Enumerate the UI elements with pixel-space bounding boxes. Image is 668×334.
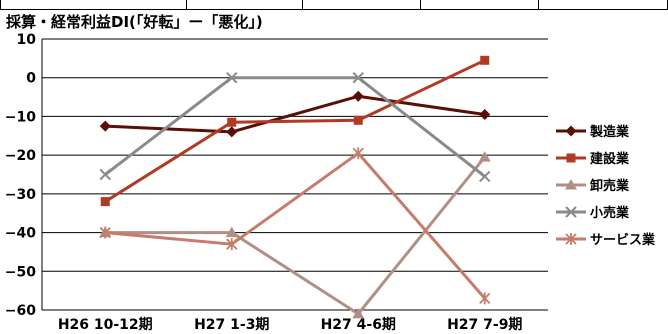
legend-item: 建設業 xyxy=(556,151,630,167)
x-tick-label: H26 10-12期 xyxy=(58,317,153,333)
legend-marker xyxy=(566,153,576,163)
legend-label: 製造業 xyxy=(589,124,630,140)
legend-marker xyxy=(565,125,577,137)
data-point xyxy=(352,307,365,319)
y-tick-label: −10 xyxy=(5,109,36,125)
legend-item: 製造業 xyxy=(556,124,630,140)
data-point xyxy=(100,197,110,207)
y-tick-label: 10 xyxy=(17,32,37,48)
y-tick-label: −60 xyxy=(5,303,36,319)
data-point xyxy=(99,226,111,239)
series-line xyxy=(104,58,486,203)
legend-marker xyxy=(565,233,577,245)
x-tick-label: H27 7-9期 xyxy=(447,317,522,333)
legend-label: 卸売業 xyxy=(590,178,630,194)
legend-label: 小売業 xyxy=(590,205,630,221)
data-point xyxy=(478,151,491,162)
data-point xyxy=(226,72,238,84)
y-tick-label: −30 xyxy=(5,187,36,203)
data-point xyxy=(99,168,111,181)
series-line xyxy=(104,76,486,178)
series-line xyxy=(105,151,486,300)
data-point xyxy=(352,72,364,84)
data-point xyxy=(353,115,363,125)
y-tick-label: −40 xyxy=(5,226,36,242)
legend-item: 卸売業 xyxy=(556,178,630,194)
x-tick-label: H27 4-6期 xyxy=(321,317,396,333)
data-point xyxy=(226,238,238,251)
legend-marker xyxy=(565,206,577,218)
y-tick-label: −50 xyxy=(5,264,36,280)
y-tick-label: 0 xyxy=(26,71,36,87)
data-point xyxy=(352,147,364,160)
data-point xyxy=(479,292,491,305)
legend-marker xyxy=(565,179,577,190)
data-point xyxy=(227,117,237,127)
series-line xyxy=(105,94,485,134)
legend-label: 建設業 xyxy=(590,151,630,167)
legend-item: サービス業 xyxy=(556,232,656,248)
data-point xyxy=(479,170,491,183)
data-point xyxy=(225,226,238,238)
data-point xyxy=(480,55,490,65)
data-point xyxy=(352,90,364,102)
data-point xyxy=(226,126,238,138)
series-line xyxy=(105,156,486,316)
data-point xyxy=(479,108,491,120)
x-tick-label: H27 1-3期 xyxy=(194,317,269,333)
legend-label: サービス業 xyxy=(590,232,656,248)
y-tick-label: −20 xyxy=(5,148,36,164)
legend-item: 小売業 xyxy=(556,205,630,221)
data-point xyxy=(99,120,111,132)
chart-title: 採算・経常利益DI(「好転」ー「悪化」) xyxy=(6,13,263,31)
